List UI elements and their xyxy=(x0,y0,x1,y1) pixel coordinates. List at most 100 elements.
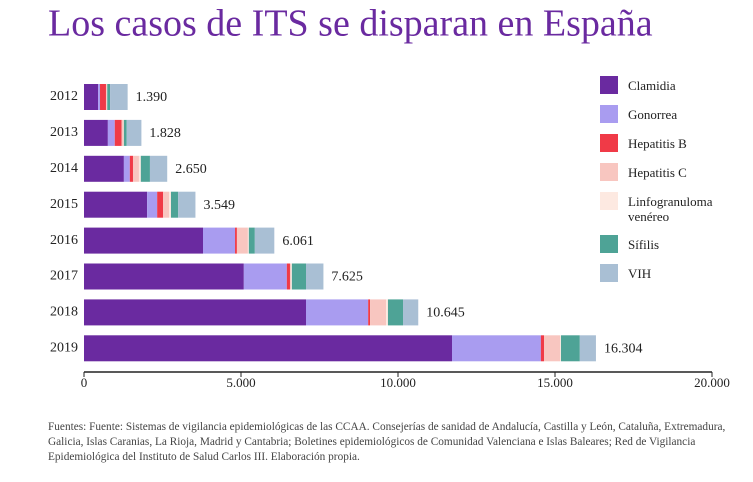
bar-segment xyxy=(157,191,164,218)
bar-segment xyxy=(163,191,170,218)
legend-swatch xyxy=(600,235,618,253)
bar-segment xyxy=(248,227,255,254)
bar-segment xyxy=(203,227,236,254)
legend-label: Hepatitis B xyxy=(628,136,687,151)
total-label: 16.304 xyxy=(604,342,643,357)
bar-segment xyxy=(138,155,141,182)
y-tick-label: 2014 xyxy=(50,161,78,176)
legend: Clamidia Gonorrea Hepatitis B Hepatitis C Li… xyxy=(600,76,713,293)
legend-label: Linfogranuloma venéreo xyxy=(628,194,713,224)
y-tick-label: 2018 xyxy=(50,305,78,320)
bar-segment xyxy=(84,155,124,182)
bar-segment xyxy=(178,191,196,218)
bar-segment xyxy=(286,263,290,290)
legend-swatch xyxy=(600,264,618,282)
chart-title: Los casos de ITS se disparan en España xyxy=(48,3,653,45)
bar-segment xyxy=(107,84,111,110)
bar-segment xyxy=(305,263,324,290)
bar-segment xyxy=(387,299,404,326)
legend-item: Sífilis xyxy=(600,235,710,253)
bar-segment xyxy=(84,263,244,290)
bar-segment xyxy=(560,335,580,362)
bar-segment xyxy=(84,191,148,218)
bar-segment xyxy=(289,263,291,290)
legend-label: Clamidia xyxy=(628,78,676,93)
bar-segment xyxy=(368,299,371,326)
bar-segment xyxy=(84,119,108,146)
bar-segment xyxy=(123,155,130,182)
bar-segment xyxy=(98,84,101,110)
bar-segment xyxy=(84,335,453,362)
bar-segment xyxy=(140,155,150,182)
legend-swatch xyxy=(600,105,618,123)
bar-segment xyxy=(121,119,124,146)
bar-segment xyxy=(107,119,115,146)
x-tick-label: 15.000 xyxy=(537,375,573,390)
bar-segment xyxy=(84,299,306,326)
bar-segment xyxy=(305,299,369,326)
y-tick-label: 2019 xyxy=(50,341,78,356)
chart: Los casos de ITS se disparan en España 0… xyxy=(48,3,730,390)
y-tick-label: 2012 xyxy=(50,89,78,104)
bar-segment xyxy=(544,335,561,362)
x-tick-label: 5.000 xyxy=(226,375,255,390)
total-label: 3.549 xyxy=(203,198,235,213)
legend-swatch xyxy=(600,163,618,181)
bar-segment xyxy=(560,335,561,362)
legend-label: VIH xyxy=(628,266,652,281)
total-label: 10.645 xyxy=(426,306,465,321)
y-tick-label: 2017 xyxy=(50,269,78,284)
bar-segment xyxy=(452,335,541,362)
bar-segment xyxy=(147,191,158,218)
source-note: Fuentes: Fuente: Sistemas de vigilancia … xyxy=(48,421,726,463)
bar-segment xyxy=(84,84,99,110)
bar-segment xyxy=(114,119,122,146)
bar-segment xyxy=(247,227,249,254)
bar-segment xyxy=(291,263,306,290)
bar-segment xyxy=(579,335,596,362)
bar-segment xyxy=(540,335,545,362)
legend-swatch xyxy=(600,134,618,152)
legend-item: Linfogranuloma venéreo xyxy=(600,192,713,224)
bar-segment xyxy=(290,263,292,290)
legend-item: Hepatitis C xyxy=(600,163,710,181)
total-label: 6.061 xyxy=(282,234,314,249)
bar-segment xyxy=(132,155,139,182)
y-tick-label: 2015 xyxy=(50,197,78,212)
y-tick-label: 2013 xyxy=(50,125,78,140)
bar-segment xyxy=(169,191,171,218)
bar-segment xyxy=(170,191,179,218)
legend-item: Gonorrea xyxy=(600,105,710,123)
bar-segment xyxy=(129,155,133,182)
legend-label: Sífilis xyxy=(628,237,660,252)
bar-segment xyxy=(126,119,142,146)
bar-segment xyxy=(100,84,106,110)
legend-swatch xyxy=(600,76,618,94)
y-tick-label: 2016 xyxy=(50,233,78,248)
total-label: 1.390 xyxy=(136,90,168,105)
bar-segment xyxy=(235,227,237,254)
bar-segment xyxy=(105,84,107,110)
legend-item: VIH xyxy=(600,264,710,282)
legend-label: Hepatitis C xyxy=(628,165,687,180)
bar-segment xyxy=(243,263,287,290)
bar-segment xyxy=(123,119,127,146)
total-label: 2.650 xyxy=(175,162,207,177)
legend-swatch xyxy=(600,192,618,210)
x-tick-label: 0 xyxy=(81,375,88,390)
bar-segment xyxy=(254,227,275,254)
bar-segment xyxy=(370,299,387,326)
total-label: 7.625 xyxy=(331,270,363,285)
bar-segment xyxy=(236,227,248,254)
bar-segment xyxy=(403,299,419,326)
legend-label: Gonorrea xyxy=(628,107,678,122)
x-tick-label: 10.000 xyxy=(380,375,416,390)
total-label: 1.828 xyxy=(149,126,181,141)
legend-item: Clamidia xyxy=(600,76,710,94)
bar-segment xyxy=(149,155,168,182)
legend-item: Hepatitis B xyxy=(600,134,710,152)
x-tick-label: 20.000 xyxy=(694,375,730,390)
bar-segment xyxy=(386,299,388,326)
bar-segment xyxy=(84,227,204,254)
